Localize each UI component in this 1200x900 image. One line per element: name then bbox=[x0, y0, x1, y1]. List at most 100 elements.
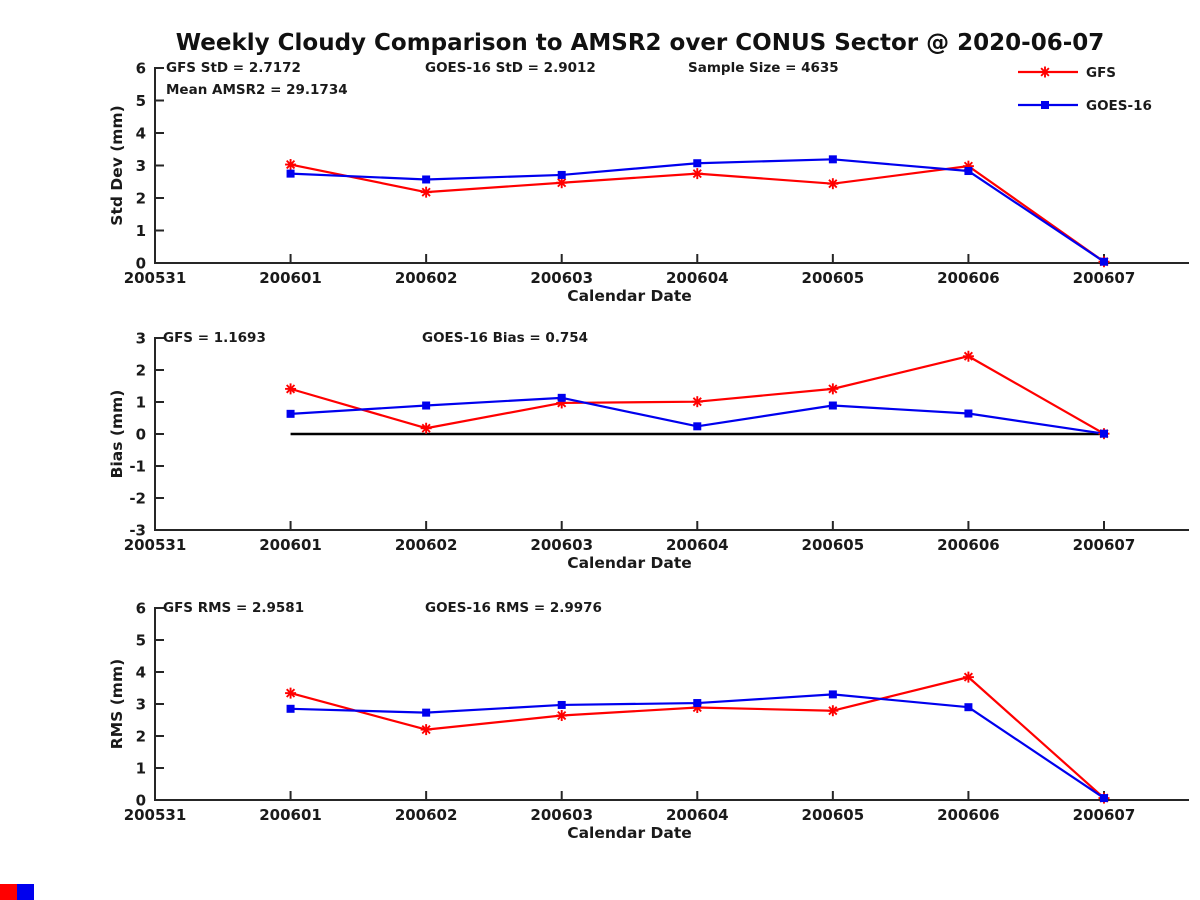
y-tick-label: -3 bbox=[129, 522, 146, 540]
square-marker-icon bbox=[964, 703, 973, 712]
data-point-GFS bbox=[420, 422, 432, 434]
subplot-rms: 0 1 2 3 4 5 6 200531 200601 200602 200603 200604 200… bbox=[108, 600, 1189, 842]
data-point-GOES-16 bbox=[693, 422, 702, 431]
asterisk-marker-icon bbox=[692, 397, 702, 407]
y-tick-label: 1 bbox=[136, 394, 146, 412]
annotation: Mean AMSR2 = 29.1734 bbox=[166, 82, 348, 98]
y-tick-label: 5 bbox=[136, 632, 146, 650]
x-tick-label: 200604 bbox=[666, 806, 729, 824]
data-point-GFS bbox=[556, 177, 568, 189]
data-point-GFS bbox=[285, 159, 297, 171]
square-marker-icon bbox=[828, 690, 837, 699]
y-tick-label: 4 bbox=[136, 125, 146, 143]
y-tick-label: 4 bbox=[136, 664, 146, 682]
legend-gfs-asterisk-icon bbox=[1039, 66, 1051, 78]
square-marker-icon bbox=[964, 167, 973, 176]
data-point-GFS bbox=[827, 178, 839, 190]
data-point-GOES-16 bbox=[557, 170, 566, 179]
x-tick-label: 200606 bbox=[937, 269, 1000, 287]
data-point-GOES-16 bbox=[286, 409, 295, 418]
y-axis-title: RMS (mm) bbox=[108, 659, 126, 749]
data-point-GOES-16 bbox=[828, 401, 837, 410]
data-point-GFS bbox=[827, 383, 839, 395]
data-point-GFS bbox=[556, 710, 568, 722]
x-tick-label: 200607 bbox=[1073, 269, 1136, 287]
x-tick-label: 200605 bbox=[802, 269, 865, 287]
data-point-GOES-16 bbox=[557, 393, 566, 402]
x-tick-label: 200602 bbox=[395, 806, 458, 824]
asterisk-marker-icon bbox=[828, 706, 838, 716]
data-point-GFS bbox=[962, 671, 974, 683]
y-tick-label: 2 bbox=[136, 728, 146, 746]
x-tick-label: 200602 bbox=[395, 269, 458, 287]
x-tick-label: 200605 bbox=[802, 536, 865, 554]
data-point-GOES-16 bbox=[1099, 794, 1108, 803]
corner-red-swatch bbox=[0, 884, 17, 900]
corner-swatches bbox=[0, 884, 34, 900]
data-point-GOES-16 bbox=[1099, 429, 1108, 438]
y-tick-label: 6 bbox=[136, 600, 146, 618]
y-tick-label: 0 bbox=[136, 255, 146, 273]
asterisk-marker-icon bbox=[286, 159, 296, 170]
x-tick-label: 200531 bbox=[124, 269, 187, 287]
y-tick-label: 2 bbox=[136, 190, 146, 208]
annotation: GOES-16 StD = 2.9012 bbox=[425, 60, 596, 76]
square-marker-icon bbox=[286, 409, 295, 418]
y-axis-title: Std Dev (mm) bbox=[108, 105, 126, 225]
square-marker-icon bbox=[557, 393, 566, 402]
square-marker-icon bbox=[964, 409, 973, 418]
data-point-GOES-16 bbox=[286, 704, 295, 713]
chart-title: Weekly Cloudy Comparison to AMSR2 over C… bbox=[175, 30, 1105, 56]
square-marker-icon bbox=[422, 708, 431, 717]
data-point-GOES-16 bbox=[964, 409, 973, 418]
square-marker-icon bbox=[286, 704, 295, 713]
annotation: GFS RMS = 2.9581 bbox=[163, 600, 304, 616]
asterisk-marker-icon bbox=[286, 688, 296, 698]
y-tick-label: 3 bbox=[136, 696, 146, 714]
x-axis-title: Calendar Date bbox=[567, 824, 692, 842]
y-tick-label: 2 bbox=[136, 362, 146, 380]
asterisk-marker-icon bbox=[828, 384, 838, 394]
square-marker-icon bbox=[1099, 429, 1108, 438]
asterisk-marker-icon bbox=[692, 169, 702, 179]
x-tick-label: 200604 bbox=[666, 536, 729, 554]
x-tick-label: 200602 bbox=[395, 536, 458, 554]
asterisk-marker-icon bbox=[286, 384, 296, 394]
data-point-GOES-16 bbox=[964, 703, 973, 712]
asterisk-marker-icon bbox=[1040, 67, 1050, 77]
data-point-GFS bbox=[420, 186, 432, 198]
data-point-GOES-16 bbox=[422, 175, 431, 184]
annotation: GOES-16 Bias = 0.754 bbox=[422, 330, 588, 346]
data-point-GOES-16 bbox=[557, 700, 566, 709]
y-tick-label: 1 bbox=[136, 760, 146, 778]
x-tick-label: 200605 bbox=[802, 806, 865, 824]
data-point-GFS bbox=[962, 350, 974, 362]
x-tick-label: 200606 bbox=[937, 806, 1000, 824]
legend-goes16-square-icon bbox=[1041, 101, 1049, 109]
annotation: GFS StD = 2.7172 bbox=[166, 60, 301, 76]
asterisk-marker-icon bbox=[963, 351, 973, 361]
y-tick-label: 0 bbox=[136, 792, 146, 810]
x-tick-label: 200604 bbox=[666, 269, 729, 287]
x-tick-label: 200531 bbox=[124, 536, 187, 554]
data-point-GFS bbox=[420, 724, 432, 736]
square-marker-icon bbox=[557, 700, 566, 709]
data-point-GOES-16 bbox=[422, 708, 431, 717]
asterisk-marker-icon bbox=[421, 423, 431, 433]
y-tick-label: 0 bbox=[136, 426, 146, 444]
data-point-GFS bbox=[827, 705, 839, 717]
square-marker-icon bbox=[422, 175, 431, 184]
square-marker-icon bbox=[828, 155, 837, 164]
square-marker-icon bbox=[422, 401, 431, 410]
asterisk-marker-icon bbox=[421, 187, 431, 197]
square-marker-icon bbox=[693, 699, 702, 708]
asterisk-marker-icon bbox=[963, 672, 973, 682]
series-line-GFS bbox=[290, 355, 1105, 435]
subplot-std-dev: 0 1 2 3 4 5 6 200531 200601 200602 200603 200604 200… bbox=[108, 60, 1189, 305]
data-point-GOES-16 bbox=[693, 159, 702, 168]
square-marker-icon bbox=[693, 159, 702, 168]
x-tick-label: 200606 bbox=[937, 536, 1000, 554]
asterisk-marker-icon bbox=[828, 179, 838, 189]
